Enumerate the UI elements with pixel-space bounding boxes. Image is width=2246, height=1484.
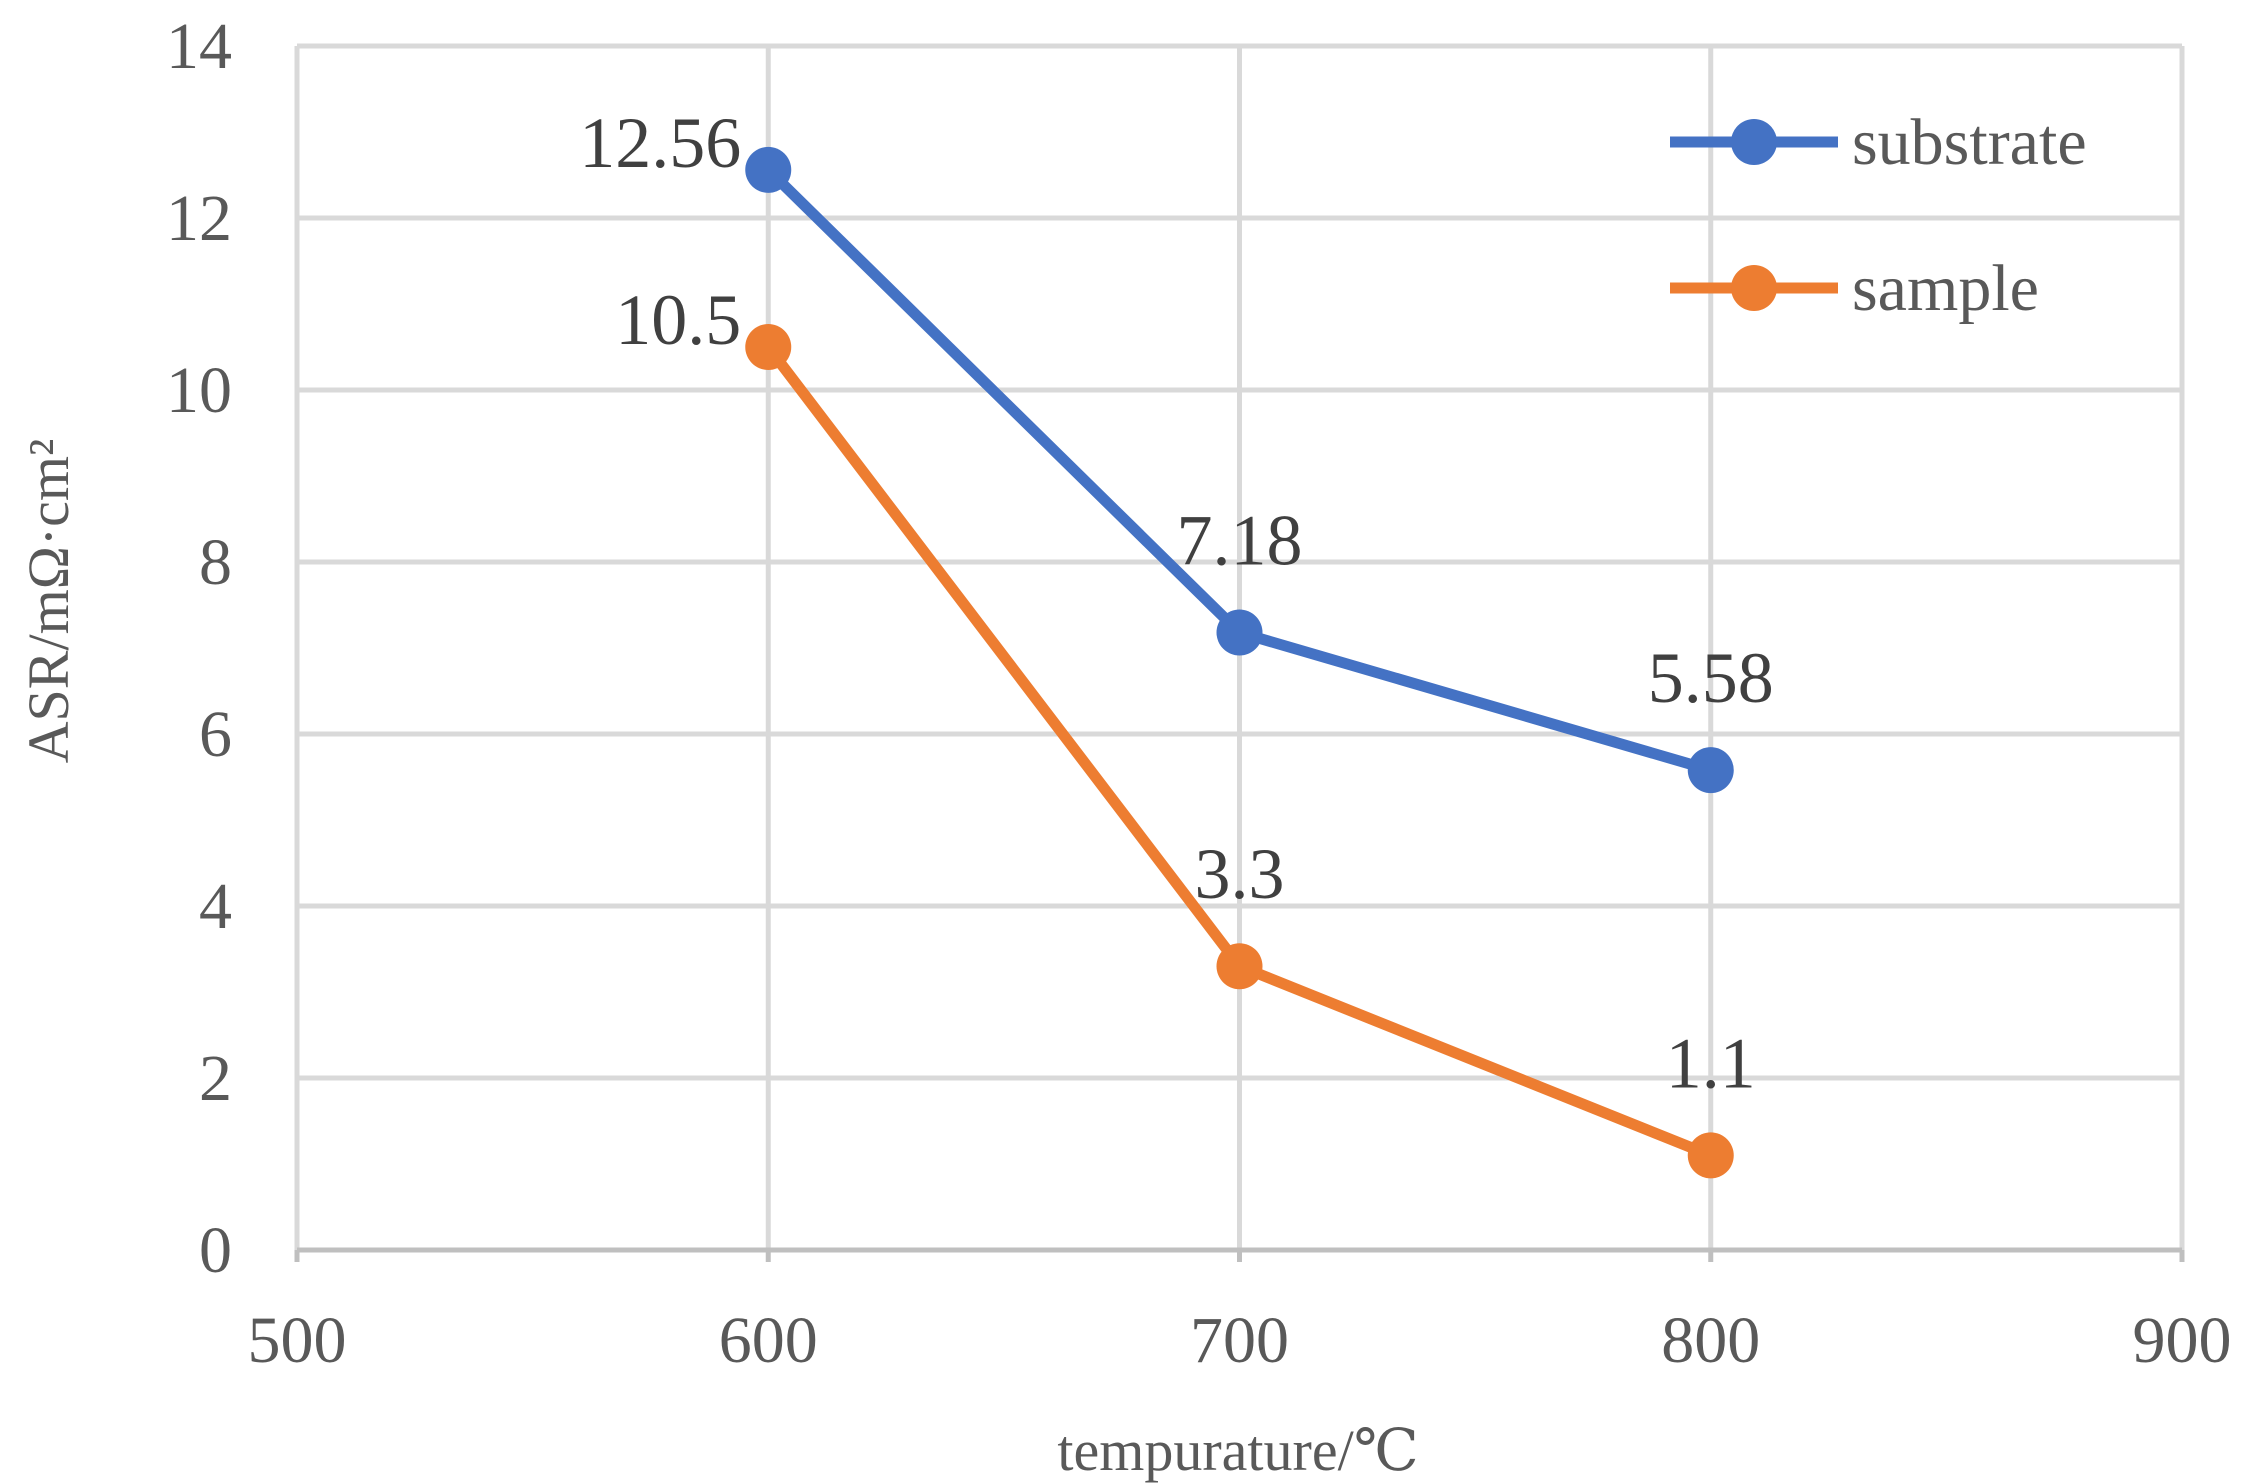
data-labels: 12.56 7.18 5.58 10.5 3.3 1.1 <box>579 103 1774 1104</box>
x-tick-label: 700 <box>1190 1304 1289 1377</box>
data-label-substrate: 5.58 <box>1648 638 1774 718</box>
grid <box>294 43 2185 1250</box>
y-tick-label: 8 <box>199 526 232 599</box>
y-tick-label: 0 <box>199 1214 232 1287</box>
x-tick-label: 500 <box>248 1304 347 1377</box>
y-tick-label: 6 <box>199 698 232 771</box>
legend-label-sample: sample <box>1852 252 2039 325</box>
data-label-sample: 3.3 <box>1195 834 1285 914</box>
y-tick-label: 14 <box>166 10 232 83</box>
data-point-sample <box>1687 1132 1734 1179</box>
legend-label-substrate: substrate <box>1852 106 2087 179</box>
axes: 0 2 4 6 8 10 12 14 500 600 700 800 900 <box>166 10 2232 1377</box>
legend-marker-substrate <box>1731 119 1777 165</box>
y-tick-label: 2 <box>199 1042 232 1115</box>
y-tick-label: 12 <box>166 182 232 255</box>
data-label-sample: 1.1 <box>1666 1023 1756 1103</box>
x-tick-label: 900 <box>2133 1304 2232 1377</box>
data-point-sample <box>1216 943 1263 990</box>
y-axis-title: ASR/mΩ·cm² <box>16 439 81 764</box>
x-tick-label: 800 <box>1661 1304 1760 1377</box>
series-layer <box>745 146 1734 1179</box>
data-point-substrate <box>1687 747 1734 794</box>
data-label-sample: 10.5 <box>615 280 741 360</box>
x-tick-label: 600 <box>719 1304 818 1377</box>
data-label-substrate: 7.18 <box>1177 501 1303 581</box>
data-label-substrate: 12.56 <box>579 103 741 183</box>
data-point-sample <box>745 324 792 370</box>
legend: substrate sample <box>1670 106 2087 325</box>
data-point-substrate <box>1216 609 1263 656</box>
data-point-substrate <box>745 146 792 193</box>
x-axis-title: tempurature/℃ <box>1057 1418 1418 1483</box>
legend-marker-sample <box>1731 265 1777 311</box>
y-tick-label: 4 <box>199 870 232 943</box>
y-tick-label: 10 <box>166 354 232 427</box>
